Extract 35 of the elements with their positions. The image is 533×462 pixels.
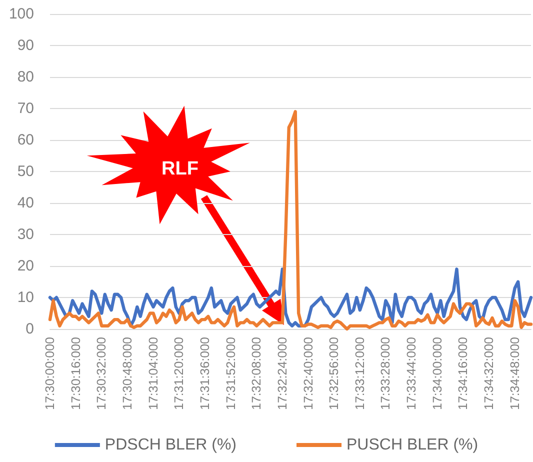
x-tick-label: 17:30:16:000 <box>68 336 83 410</box>
y-tick-label: 50 <box>17 163 34 180</box>
y-tick-label: 20 <box>17 258 34 274</box>
y-tick-label: 0 <box>26 320 34 338</box>
x-tick-label: 17:31:20:000 <box>172 336 186 410</box>
x-tick-label: 17:30:32:000 <box>94 336 109 410</box>
legend-label: PUSCH BLER (%) <box>346 436 478 454</box>
x-tick-label: 17:33:28:000 <box>378 336 393 410</box>
y-tick-label: 60 <box>17 132 34 148</box>
y-tick-label: 40 <box>17 194 34 212</box>
y-tick-label: 70 <box>17 100 34 117</box>
x-tick-label: 17:34:00:000 <box>430 336 444 410</box>
x-tick-label: 17:32:24:000 <box>275 336 290 410</box>
x-tick-label: 17:30:48:000 <box>120 336 134 410</box>
x-tick-label: 17:31:52:000 <box>224 336 238 410</box>
annotation: RLF <box>162 158 198 180</box>
y-tick-label: 80 <box>17 68 34 86</box>
x-tick-label: 17:33:12:000 <box>352 336 367 410</box>
x-tick-label: 17:31:36:000 <box>198 336 212 410</box>
x-tick-label: 17:32:40:000 <box>301 336 316 410</box>
x-tick-label: 17:30:00:000 <box>43 336 57 410</box>
legend-label: PDSCH BLER (%) <box>104 436 236 454</box>
x-tick-label: 17:32:08:000 <box>250 336 264 410</box>
line-series <box>48 268 533 328</box>
y-tick-label: 30 <box>17 226 34 243</box>
y-tick-label: 100 <box>8 6 34 22</box>
x-tick-label: 17:34:48:000 <box>508 336 522 410</box>
x-tick-label: 17:34:16:000 <box>456 336 470 410</box>
x-tick-label: 17:34:32:000 <box>482 336 496 410</box>
y-tick-label: 90 <box>17 37 34 54</box>
x-tick-label: 17:33:44:000 <box>404 336 419 410</box>
line-series <box>48 110 533 331</box>
x-tick-label: 17:32:56:000 <box>327 336 342 410</box>
x-tick-label: 17:31:04:000 <box>146 336 160 410</box>
y-tick-label: 10 <box>17 289 34 306</box>
